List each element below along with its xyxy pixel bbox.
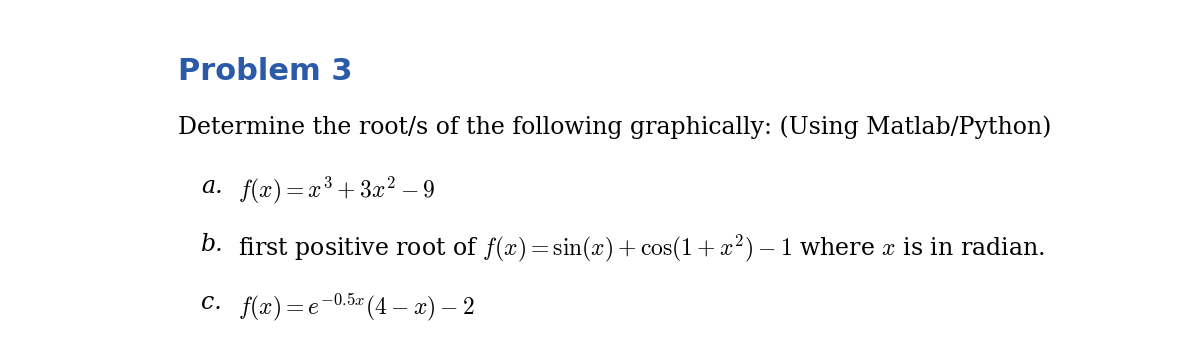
Text: c.: c. bbox=[202, 291, 222, 314]
Text: Determine the root/s of the following graphically: (Using Matlab/Python): Determine the root/s of the following gr… bbox=[178, 115, 1051, 139]
Text: $f(x) = x^3 + 3x^2 - 9$: $f(x) = x^3 + 3x^2 - 9$ bbox=[239, 175, 436, 206]
Text: a.: a. bbox=[202, 175, 223, 198]
Text: $f(x) = e^{-0.5x}(4 - x) - 2$: $f(x) = e^{-0.5x}(4 - x) - 2$ bbox=[239, 291, 475, 323]
Text: first positive root of $f(x) = \sin(x) + \cos(1 + x^2) - 1$ where $x$ is in radi: first positive root of $f(x) = \sin(x) +… bbox=[239, 233, 1045, 264]
Text: b.: b. bbox=[202, 233, 223, 256]
Text: Problem 3: Problem 3 bbox=[178, 57, 353, 86]
